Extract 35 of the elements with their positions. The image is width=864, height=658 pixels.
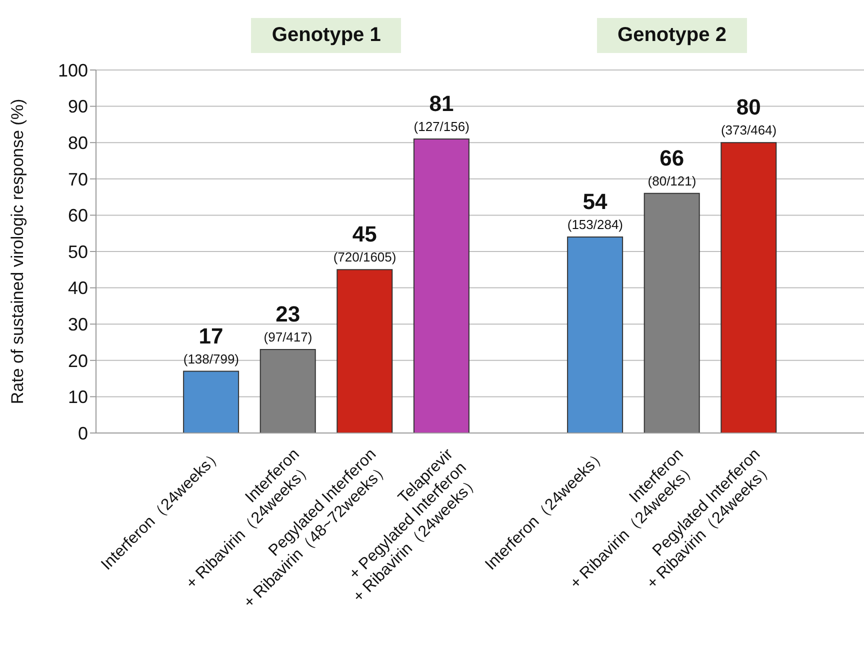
annotation: (153/284)	[567, 216, 624, 232]
bar	[260, 349, 316, 433]
annotation: (720/1605)	[333, 250, 396, 265]
bar	[567, 236, 624, 433]
data-label: 80	[736, 94, 761, 120]
annotation: (138/799)	[183, 351, 240, 366]
data-label: 17	[198, 323, 224, 348]
bar	[413, 138, 470, 433]
y-tick-label: 90	[68, 96, 88, 117]
bar	[183, 370, 240, 433]
bar	[336, 269, 393, 433]
y-tick-label: 10	[68, 387, 88, 408]
y-tick-label: 20	[68, 350, 88, 371]
bar	[720, 142, 777, 433]
data-label: 23	[276, 302, 300, 327]
y-tick-label: 40	[68, 278, 88, 298]
annotation: (97/417)	[264, 330, 312, 345]
data-label: 81	[429, 90, 454, 116]
y-tick-label: 80	[68, 132, 88, 153]
annotation: (373/464)	[720, 122, 777, 138]
y-tick-label: 50	[68, 242, 88, 262]
y-tick-label: 70	[68, 169, 88, 190]
data-label: 45	[352, 222, 377, 247]
text: Genotype 1	[251, 18, 402, 53]
data-label: 66	[660, 145, 684, 170]
annotation: (80/121)	[648, 173, 696, 188]
y-tick-label: 60	[68, 206, 88, 226]
y-axis-title: Rate of sustained virologic response (%)	[8, 98, 28, 404]
text: Genotype 2	[597, 18, 747, 53]
data-label: 54	[582, 188, 608, 214]
y-tick-label: 100	[58, 60, 88, 80]
bar	[644, 192, 700, 433]
annotation: (127/156)	[414, 118, 470, 134]
y-tick-label: 0	[78, 423, 88, 444]
y-tick-label: 30	[68, 314, 88, 334]
